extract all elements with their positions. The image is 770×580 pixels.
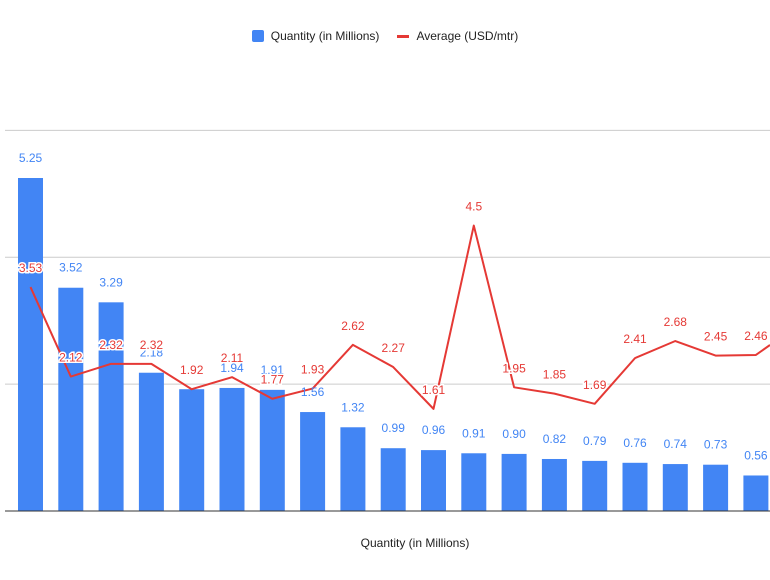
- bar-data-label: 0.74: [664, 437, 688, 451]
- bar: [541, 458, 567, 511]
- bar: [300, 412, 326, 511]
- bar-data-label: 3.52: [59, 261, 83, 275]
- average-line: [29, 224, 770, 410]
- bar: [98, 302, 124, 511]
- bar: [662, 464, 688, 511]
- legend-swatch-average: [397, 34, 410, 38]
- bar: [219, 387, 245, 511]
- bar-data-label: 0.56: [744, 448, 768, 462]
- chart-legend: Quantity (in Millions) Average (USD/mtr): [0, 26, 770, 46]
- line-data-label: 1.69: [583, 378, 607, 392]
- bar-data-label: 0.82: [543, 432, 567, 446]
- legend-label-average: Average (USD/mtr): [416, 29, 519, 43]
- line-data-label: 3.53: [19, 261, 43, 275]
- bar: [743, 475, 769, 511]
- line-data-label: 1.93: [301, 363, 325, 377]
- bar-data-label: 1.91: [261, 363, 285, 377]
- line-data-label: 2.12: [59, 351, 83, 365]
- line-data-label: 2.41: [623, 332, 647, 346]
- bar-data-label: 0.91: [462, 426, 486, 440]
- line-data-label: 2.32: [140, 338, 164, 352]
- bar-data-label: 0.99: [382, 421, 406, 435]
- line-data-label: 2.46: [744, 329, 768, 343]
- legend-label-quantity: Quantity (in Millions): [270, 29, 380, 43]
- bar-data-label: 5.25: [19, 151, 43, 165]
- legend-item-quantity[interactable]: Quantity (in Millions): [251, 29, 380, 43]
- bar-data-label: 1.94: [220, 361, 244, 375]
- bar: [18, 178, 43, 511]
- bar-data-label: 0.79: [583, 434, 607, 448]
- bar-data-label: 0.90: [502, 427, 526, 441]
- line-data-label: 1.85: [543, 368, 567, 382]
- bar-data-label: 3.29: [99, 275, 123, 289]
- line-data-label: 2.45: [704, 330, 728, 344]
- bar: [421, 450, 446, 511]
- bar-data-label: 0.96: [422, 423, 446, 437]
- line-data-label: 1.95: [502, 361, 526, 375]
- line-data-label: 2.62: [341, 319, 365, 333]
- bar: [501, 453, 527, 511]
- bar: [259, 389, 285, 511]
- bar: [340, 427, 366, 511]
- line-data-label: 2.11: [221, 351, 244, 365]
- bar: [58, 287, 84, 511]
- bar-data-label: 0.73: [704, 438, 728, 452]
- bar-data-label: 2.18: [140, 346, 164, 360]
- bar-data-label: 1.32: [341, 400, 365, 414]
- legend-item-average[interactable]: Average (USD/mtr): [397, 29, 518, 43]
- line-data-label: 4.5: [465, 200, 482, 214]
- line-data-label: 1.61: [422, 383, 446, 397]
- bar: [461, 453, 487, 511]
- bar: [703, 464, 729, 511]
- line-data-label: 2.27: [382, 341, 406, 355]
- x-axis-title: Quantity (in Millions): [360, 536, 470, 550]
- bar: [582, 460, 608, 511]
- bar-data-label: 0.76: [623, 436, 647, 450]
- line-data-label: 1.92: [180, 363, 204, 377]
- bar-data-label: 1.56: [301, 385, 325, 399]
- bar: [138, 372, 164, 511]
- bar: [380, 448, 406, 511]
- line-data-label: 2.32: [99, 338, 123, 352]
- line-data-label: 2.68: [664, 315, 688, 329]
- bar-data-label: 1.92: [180, 362, 204, 376]
- bar: [622, 462, 648, 511]
- bar: [179, 389, 205, 511]
- legend-swatch-quantity: [251, 30, 264, 42]
- line-data-label: 1.77: [261, 373, 285, 387]
